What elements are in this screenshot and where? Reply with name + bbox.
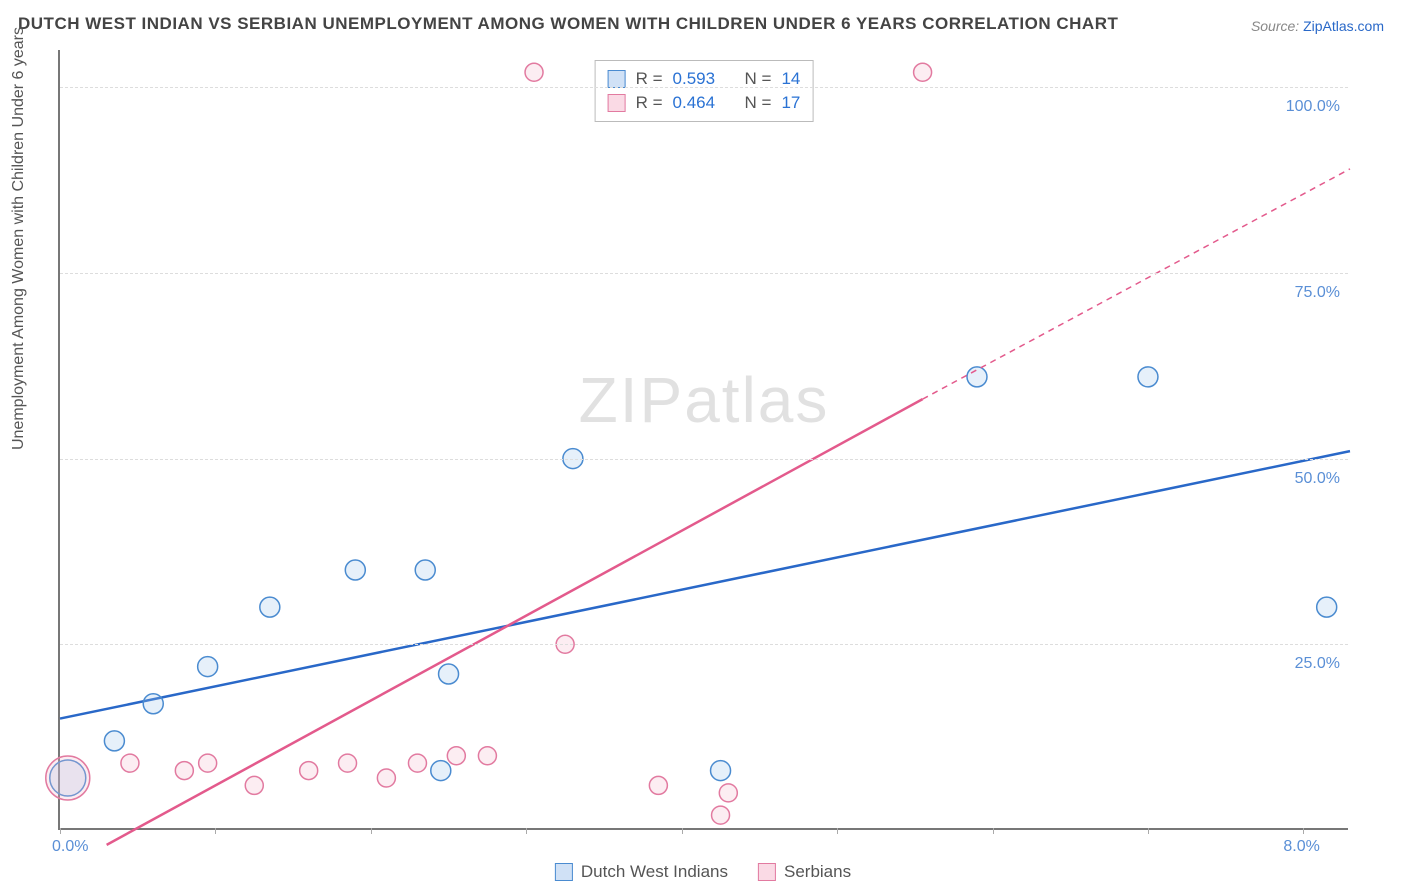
x-tick <box>371 828 372 834</box>
x-tick-label: 0.0% <box>52 838 88 856</box>
data-point <box>345 560 365 580</box>
data-point <box>1138 367 1158 387</box>
data-point <box>260 597 280 617</box>
n-label: N = <box>745 69 772 89</box>
legend-label: Dutch West Indians <box>581 862 728 882</box>
y-tick-label: 100.0% <box>1286 98 1340 116</box>
y-axis-label: Unemployment Among Women with Children U… <box>10 27 28 450</box>
correlation-row: R = 0.464 N = 17 <box>608 91 801 115</box>
correlation-box: R = 0.593 N = 14 R = 0.464 N = 17 <box>595 60 814 122</box>
gridline-h <box>60 644 1348 645</box>
data-point <box>121 754 139 772</box>
data-point <box>1317 597 1337 617</box>
r-label: R = <box>636 69 663 89</box>
data-point <box>408 754 426 772</box>
x-tick <box>1148 828 1149 834</box>
source-prefix: Source: <box>1251 18 1303 34</box>
data-point <box>245 776 263 794</box>
x-tick <box>1303 828 1304 834</box>
r-label: R = <box>636 93 663 113</box>
x-tick <box>682 828 683 834</box>
data-point <box>431 761 451 781</box>
n-label: N = <box>745 93 772 113</box>
y-tick-label: 50.0% <box>1295 470 1340 488</box>
data-point <box>967 367 987 387</box>
data-point <box>649 776 667 794</box>
data-point <box>175 762 193 780</box>
data-point <box>104 731 124 751</box>
source-link[interactable]: ZipAtlas.com <box>1303 18 1384 34</box>
legend-swatch-icon <box>608 94 626 112</box>
data-point <box>46 756 90 800</box>
data-point <box>143 694 163 714</box>
gridline-h <box>60 459 1348 460</box>
data-point <box>711 761 731 781</box>
data-point <box>415 560 435 580</box>
r-value: 0.593 <box>673 69 716 89</box>
x-tick <box>526 828 527 834</box>
x-tick <box>60 828 61 834</box>
data-point <box>478 747 496 765</box>
gridline-h <box>60 273 1348 274</box>
data-point <box>447 747 465 765</box>
n-value: 14 <box>781 69 800 89</box>
data-point <box>719 784 737 802</box>
legend-swatch-icon <box>758 863 776 881</box>
chart-title: DUTCH WEST INDIAN VS SERBIAN UNEMPLOYMEN… <box>18 14 1118 34</box>
x-tick <box>993 828 994 834</box>
y-tick-label: 75.0% <box>1295 284 1340 302</box>
x-tick <box>215 828 216 834</box>
plot-svg <box>60 50 1348 828</box>
data-point <box>339 754 357 772</box>
data-point <box>198 657 218 677</box>
legend-label: Serbians <box>784 862 851 882</box>
data-point <box>439 664 459 684</box>
r-value: 0.464 <box>673 93 716 113</box>
n-value: 17 <box>781 93 800 113</box>
x-tick-label: 8.0% <box>1283 838 1319 856</box>
legend-item: Dutch West Indians <box>555 862 728 882</box>
data-point <box>199 754 217 772</box>
trend-line-extrapolated <box>923 169 1350 399</box>
source-attribution: Source: ZipAtlas.com <box>1251 18 1384 34</box>
legend-swatch-icon <box>555 863 573 881</box>
trend-line <box>107 399 923 845</box>
trend-line <box>60 451 1350 718</box>
data-point <box>525 63 543 81</box>
bottom-legend: Dutch West Indians Serbians <box>555 862 851 882</box>
y-tick-label: 25.0% <box>1295 655 1340 673</box>
x-tick <box>837 828 838 834</box>
data-point <box>712 806 730 824</box>
data-point <box>377 769 395 787</box>
legend-swatch-icon <box>608 70 626 88</box>
plot-area: ZIPatlas R =0.593 N =14R =0.464 N =17 25… <box>58 50 1348 830</box>
data-point <box>914 63 932 81</box>
data-point <box>300 762 318 780</box>
legend-item: Serbians <box>758 862 851 882</box>
gridline-h <box>60 87 1348 88</box>
